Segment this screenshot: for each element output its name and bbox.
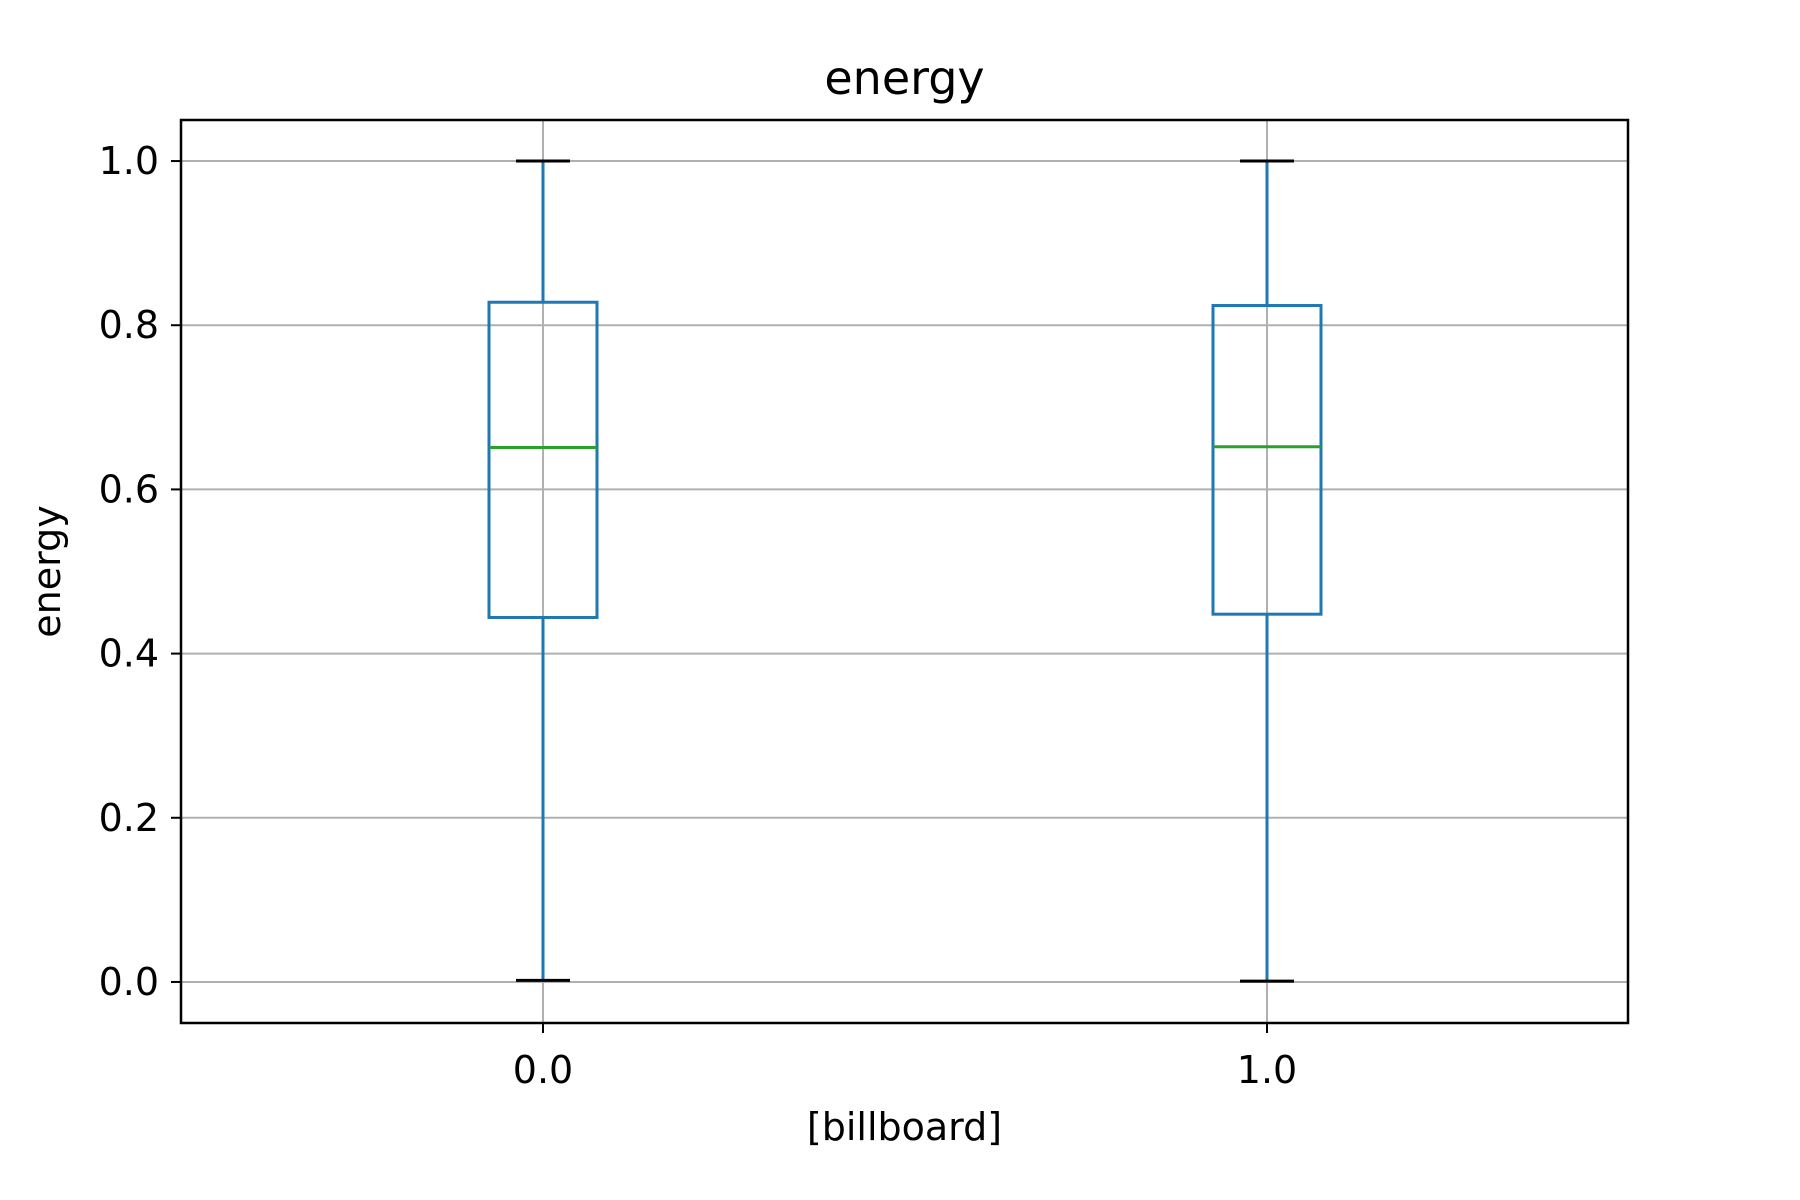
y-tick-label: 0.0 — [99, 960, 159, 1004]
x-tick-label: 1.0 — [1237, 1048, 1297, 1092]
chart-title: energy — [824, 51, 984, 105]
boxes-layer — [487, 159, 1323, 983]
grid-layer — [181, 120, 1628, 1023]
y-tick-label: 1.0 — [99, 139, 159, 183]
iqr-box — [1211, 304, 1323, 616]
iqr-box — [487, 300, 599, 619]
ticks-layer: 0.0 0.2 0.4 0.6 0.8 1.0 0.0 1.0 — [99, 139, 1298, 1092]
y-axis-title: energy — [25, 505, 69, 637]
y-tick-label: 0.2 — [99, 796, 159, 840]
x-axis-title: [billboard] — [807, 1105, 1002, 1149]
box-group — [1211, 159, 1323, 983]
x-tick-label: 0.0 — [513, 1048, 573, 1092]
y-tick-label: 0.6 — [99, 467, 159, 511]
y-tick-label: 0.8 — [99, 303, 159, 347]
y-tick-label: 0.4 — [99, 632, 159, 676]
plot-frame — [179, 118, 1630, 1025]
box-group — [487, 159, 599, 982]
